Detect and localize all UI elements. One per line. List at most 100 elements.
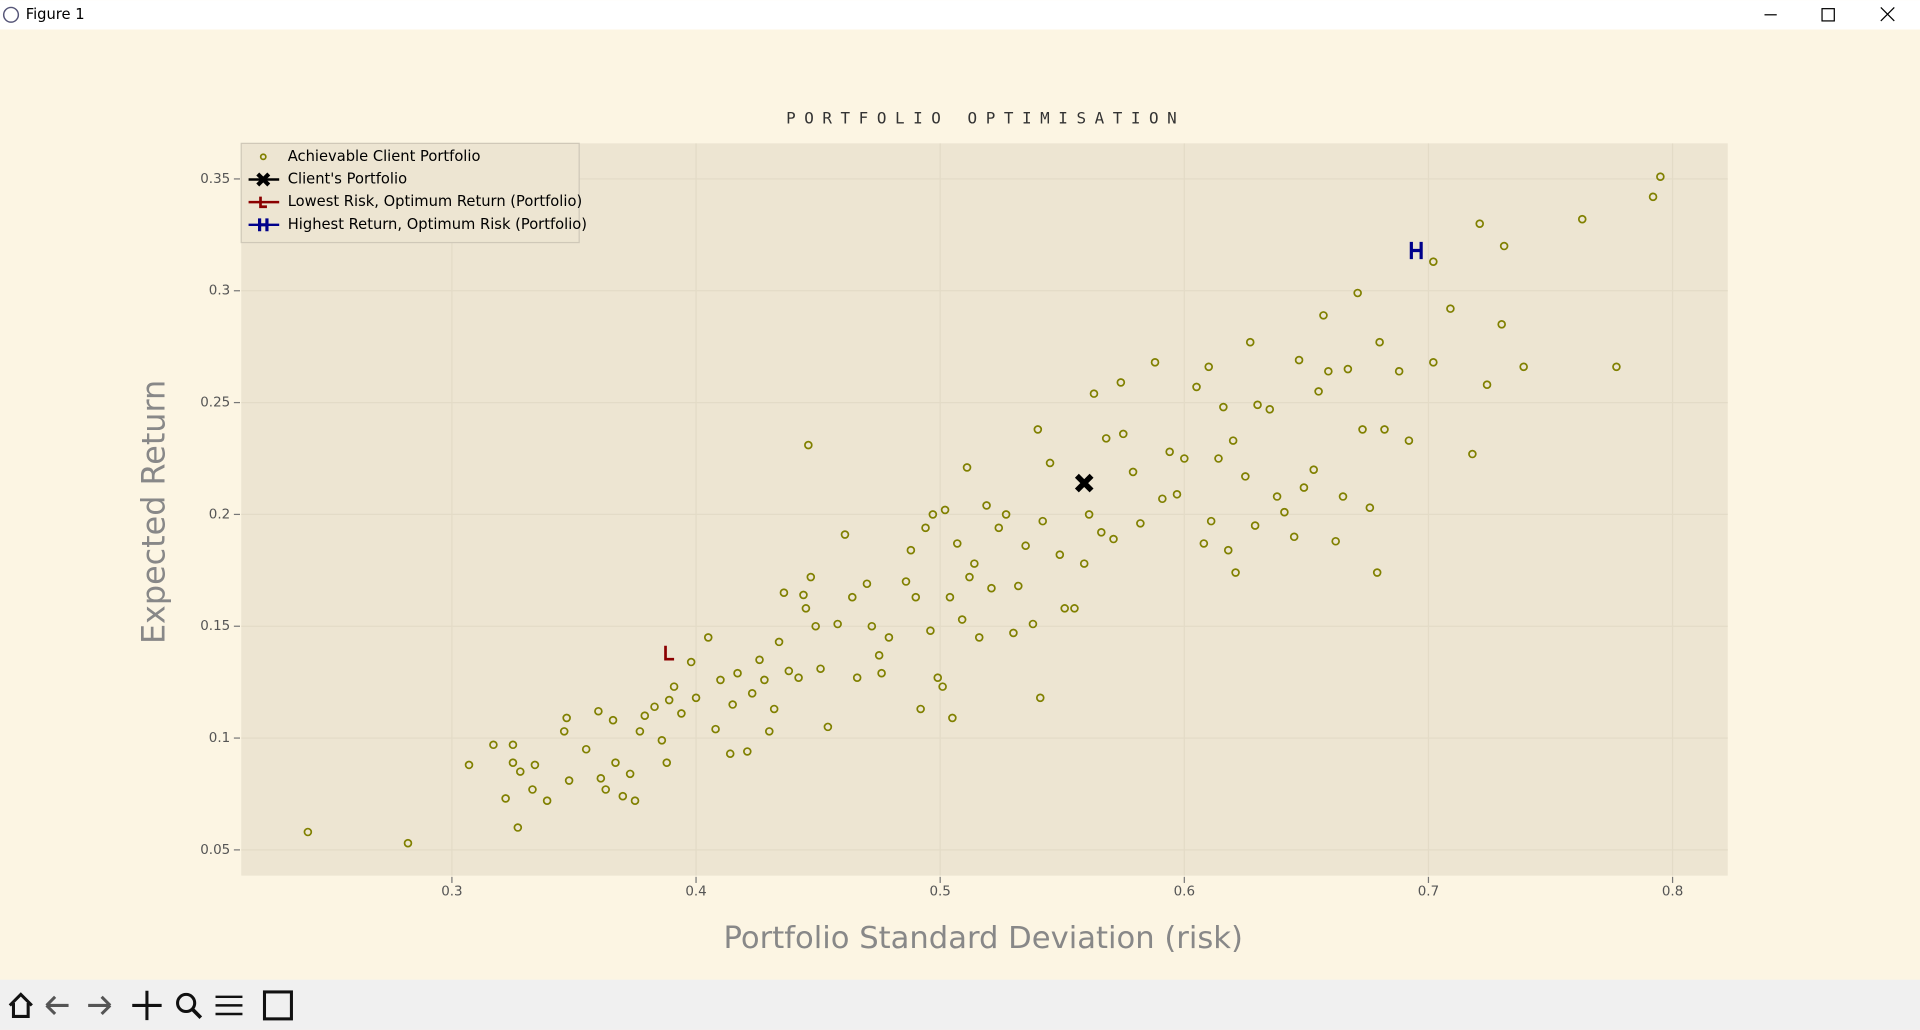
scatter-point: [811, 621, 820, 631]
y-tick-label: 0.1: [209, 731, 230, 746]
scatter-point: [867, 621, 877, 631]
scatter-point: [703, 633, 713, 642]
scatter-point: [1204, 362, 1214, 372]
scatter-point: [508, 758, 518, 767]
scatter-point: [901, 577, 911, 586]
scatter-point: [1519, 362, 1528, 372]
scatter-point: [794, 673, 803, 682]
scatter-point: [530, 760, 540, 770]
scatter-point: [1014, 581, 1023, 591]
scatter-point: [769, 704, 779, 714]
close-button[interactable]: [1880, 7, 1895, 22]
scatter-point: [657, 736, 667, 745]
scatter-point: [581, 744, 591, 754]
scatter-point: [1231, 568, 1240, 577]
scatter-point: [508, 740, 518, 750]
scatter-point: [784, 666, 794, 676]
scatter-point: [559, 727, 569, 736]
window-controls[interactable]: [1764, 7, 1895, 22]
save-button[interactable]: [262, 990, 293, 1021]
scatter-point: [970, 559, 979, 568]
scatter-point: [1314, 387, 1323, 396]
scatter-point: [982, 501, 991, 510]
zoom-button[interactable]: [176, 992, 203, 1019]
legend-label: Lowest Risk, Optimum Return (Portfolio): [288, 193, 582, 210]
scatter-point: [635, 727, 645, 736]
scatter-point: [1035, 693, 1045, 703]
scatter-point: [596, 774, 606, 783]
scatter-point: [594, 706, 603, 716]
scatter-point: [1214, 454, 1223, 463]
scatter-point: [1180, 454, 1189, 463]
title-bar: [0, 0, 1920, 30]
scatter-point: [1009, 628, 1018, 638]
scatter-point: [926, 626, 935, 635]
scatter-point: [1309, 465, 1318, 474]
app-icon: [2, 6, 20, 23]
legend-marker: [259, 196, 267, 209]
scatter-point: [1199, 539, 1209, 548]
forward-button[interactable]: [88, 995, 112, 1016]
scatter-point: [1380, 425, 1389, 434]
y-tick-label: 0.35: [200, 172, 230, 187]
scatter-point: [464, 760, 474, 770]
scatter-point: [933, 673, 943, 682]
scatter-point: [974, 633, 984, 642]
scatter-point: [1165, 447, 1174, 457]
toolbar-buttons[interactable]: [8, 990, 293, 1021]
scatter-point: [1289, 532, 1299, 542]
x-tick-label: 0.8: [1662, 885, 1683, 900]
scatter-point: [833, 619, 842, 629]
scatter-point: [916, 704, 925, 714]
scatter-point: [911, 592, 921, 602]
zoom-lens: [176, 992, 197, 1014]
scatter-point: [806, 572, 816, 582]
configure-button[interactable]: [215, 995, 243, 1016]
scatter-point: [1446, 304, 1455, 313]
data-marks: [303, 172, 1665, 848]
legend-label: Achievable Client Portfolio: [288, 148, 481, 165]
y-axis-label: Expected Return: [135, 380, 173, 644]
scatter-point: [669, 682, 679, 691]
scatter-point: [501, 794, 510, 803]
plot-area: [241, 143, 1728, 876]
scatter-point: [1241, 472, 1250, 481]
restore-button[interactable]: [1821, 8, 1835, 22]
scatter-point: [608, 715, 618, 725]
scatter-point: [1343, 364, 1353, 374]
scatter-point: [1468, 449, 1477, 459]
scatter-point: [1089, 389, 1099, 398]
scatter-point: [1070, 604, 1079, 613]
pan-button[interactable]: [132, 990, 162, 1021]
scatter-point: [823, 722, 833, 732]
scatter-point: [1001, 510, 1011, 519]
y-tick-label: 0.3: [209, 284, 230, 299]
scatter-point: [938, 682, 947, 691]
scatter-point: [1128, 467, 1138, 477]
scatter-point: [840, 530, 850, 539]
scatter-point: [877, 668, 886, 678]
scatter-point: [1272, 492, 1282, 501]
home-button[interactable]: [8, 992, 33, 1018]
scatter-point: [1475, 219, 1485, 228]
scatter-point: [1331, 536, 1340, 546]
scatter-point: [799, 590, 808, 600]
scatter-point: [862, 579, 872, 589]
scatter-point: [1299, 483, 1309, 492]
scatter-point: [733, 668, 742, 678]
scatter-point: [962, 463, 972, 472]
back-button[interactable]: [45, 995, 69, 1016]
scatter-point: [725, 749, 735, 759]
highest-return-marker: [1409, 241, 1423, 260]
scatter-point: [630, 796, 640, 805]
lowest-risk-marker: [664, 645, 675, 661]
scatter-point: [528, 785, 537, 794]
grid: 0.05 0.1 0.15 0.2 0.25 0.3 0.35 0.3 0.4 0.5 0.6 0.7…: [200, 143, 1728, 900]
scatter-point: [1136, 519, 1145, 528]
scatter-point: [1118, 429, 1128, 439]
x-tick-label: 0.5: [929, 885, 950, 900]
scatter-point: [747, 689, 757, 698]
x-tick-label: 0.7: [1418, 885, 1439, 900]
scatter-point: [1084, 510, 1094, 519]
